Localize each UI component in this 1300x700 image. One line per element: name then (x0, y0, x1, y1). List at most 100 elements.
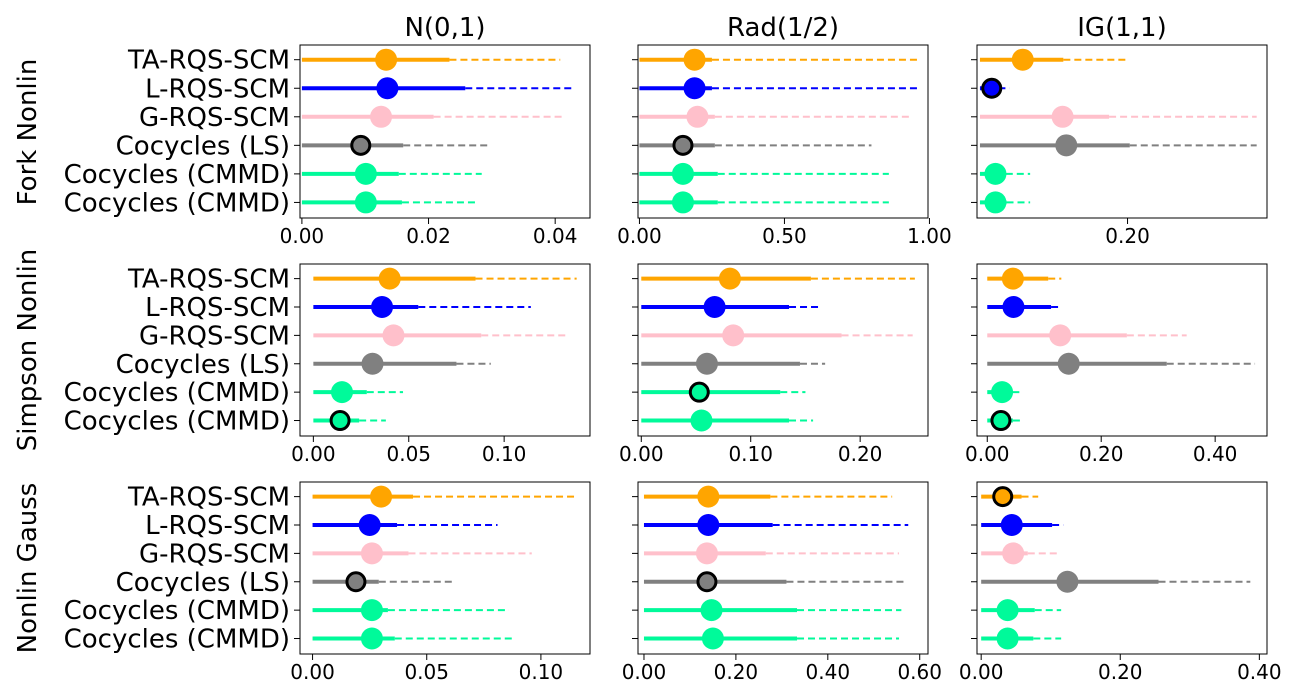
x-tick-label: 0.00 (280, 224, 325, 248)
median-marker (697, 485, 720, 508)
method-label: G-RQS-SCM (139, 539, 290, 569)
panels: 0.00 0.02 0.04TA-RQS-SCML-RQS-SCMG-RQS-SCM… (64, 44, 1282, 684)
panel: 0.00 0.20 0.40 0.60 (622, 481, 942, 684)
median-marker (683, 48, 706, 71)
x-tick-label: 0.20 (838, 442, 883, 466)
median-marker (996, 627, 1019, 650)
method-label: Cocycles (CMMD) (64, 407, 290, 437)
column-title: Rad(1/2) (727, 13, 839, 43)
x-tick-label: 0.40 (1193, 442, 1238, 466)
x-tick-label: 0.00 (619, 442, 664, 466)
median-marker (1057, 352, 1080, 375)
x-tick-label: 0.05 (404, 660, 449, 684)
method-label: G-RQS-SCM (139, 103, 290, 133)
x-tick-label: 0.10 (482, 442, 527, 466)
method-label: Cocycles (LS) (116, 131, 290, 161)
median-marker (358, 514, 381, 536)
median-marker (1000, 514, 1023, 536)
x-tick-label: 0.20 (714, 660, 759, 684)
median-marker (354, 162, 377, 185)
median-marker (688, 381, 710, 403)
row-label: Simpson Nonlin (13, 249, 43, 452)
x-tick-label: 0.00 (290, 660, 335, 684)
median-marker (360, 627, 383, 650)
panel: 0.00 0.20 0.40 (959, 481, 1282, 684)
method-label: Cocycles (CMMD) (64, 596, 290, 626)
panel: 0.00 0.05 0.10 TA-RQS-SCML-RQS-SCMG-RQS-SCM… (64, 263, 591, 466)
x-tick-label: 0.20 (1098, 660, 1143, 684)
median-marker (382, 324, 405, 347)
panel: 0.00 0.05 0.10 TA-RQS-SCML-RQS-SCMG-RQS-SCM… (64, 481, 591, 684)
median-marker (1051, 105, 1074, 128)
x-tick-label: 0.00 (965, 442, 1010, 466)
x-tick-label: 1.00 (907, 224, 952, 248)
column-title: IG(1,1) (1077, 13, 1166, 43)
method-label: TA-RQS-SCM (127, 483, 290, 513)
method-label: TA-RQS-SCM (127, 265, 290, 295)
panel-frame (976, 44, 1268, 219)
column-title: N(0,1) (404, 13, 485, 43)
x-tick-label: 0.00 (622, 660, 667, 684)
x-tick-label: 0.05 (386, 442, 431, 466)
median-marker (360, 599, 383, 622)
panel: 0.00 0.20 0.40 (965, 263, 1268, 466)
median-marker (697, 514, 720, 536)
x-tick-label: 0.40 (806, 660, 851, 684)
x-tick-label: 0.04 (533, 224, 578, 248)
median-marker (1001, 267, 1024, 290)
median-marker (700, 599, 723, 622)
panel: 0.20 (971, 44, 1268, 248)
x-tick-label: 0.40 (1237, 660, 1282, 684)
x-tick-label: 0.10 (519, 660, 564, 684)
median-marker (330, 381, 353, 404)
panel-frame (637, 481, 929, 655)
method-label: Cocycles (CMMD) (64, 378, 290, 408)
median-marker (350, 134, 372, 156)
median-marker (686, 105, 709, 128)
median-marker (990, 410, 1012, 432)
median-marker (996, 599, 1019, 622)
median-marker (1002, 542, 1025, 565)
method-label: L-RQS-SCM (145, 74, 290, 104)
median-marker (329, 410, 351, 432)
method-label: L-RQS-SCM (145, 511, 290, 541)
x-tick-label: 0.20 (1079, 442, 1124, 466)
median-marker (1056, 570, 1079, 593)
x-tick-label: 0.00 (959, 660, 1004, 684)
method-label: Cocycles (CMMD) (64, 160, 290, 190)
median-marker (984, 191, 1007, 214)
median-marker (671, 191, 694, 214)
panel-frame (299, 481, 591, 655)
column-titles: N(0,1) Rad(1/2) IG(1,1) (404, 13, 1166, 43)
median-marker (361, 352, 384, 375)
median-marker (672, 134, 694, 156)
median-marker (683, 77, 706, 100)
panel-frame (637, 263, 929, 437)
median-marker (690, 409, 713, 432)
panel-frame (637, 44, 929, 219)
median-marker (1055, 134, 1078, 157)
panel-frame (299, 44, 591, 219)
median-marker (722, 324, 745, 347)
method-label: Cocycles (CMMD) (64, 188, 290, 218)
median-marker (718, 267, 741, 290)
median-marker (984, 162, 1007, 185)
median-marker (375, 48, 398, 71)
median-marker (360, 542, 383, 565)
median-marker (1049, 324, 1072, 347)
row-labels: Fork Nonlin Simpson Nonlin Nonlin Gauss (13, 59, 43, 654)
panel-frame (299, 263, 591, 437)
median-marker (376, 77, 399, 100)
median-marker (345, 571, 367, 593)
median-marker (695, 352, 718, 375)
method-label: TA-RQS-SCM (127, 46, 290, 76)
row-label: Nonlin Gauss (13, 483, 43, 654)
median-marker (991, 381, 1014, 404)
panel: 0.00 0.10 0.20 (619, 263, 929, 466)
method-label: Cocycles (LS) (116, 568, 290, 598)
method-label: Cocycles (LS) (116, 350, 290, 380)
method-label: Cocycles (CMMD) (64, 625, 290, 655)
x-tick-label: 0.10 (728, 442, 773, 466)
median-marker (354, 191, 377, 214)
